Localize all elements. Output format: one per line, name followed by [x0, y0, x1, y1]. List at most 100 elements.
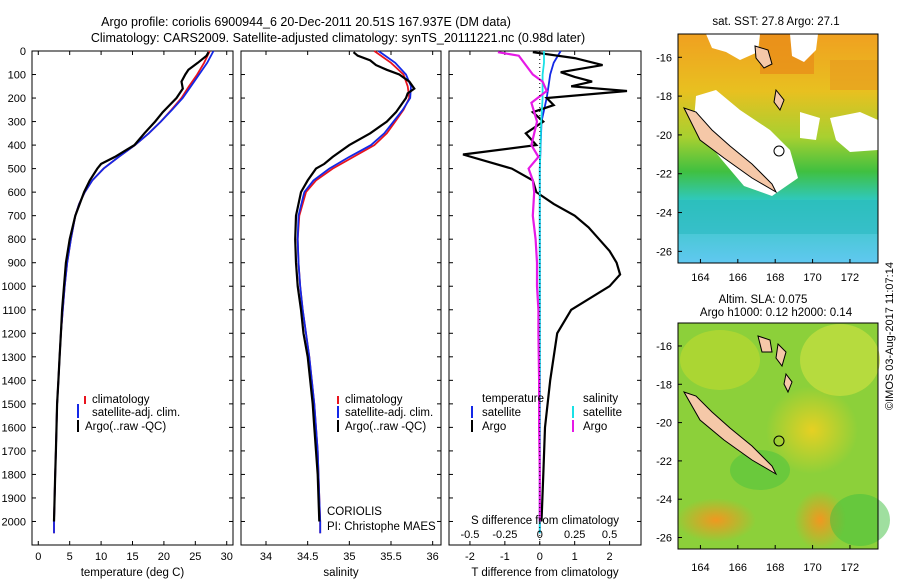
x-tick-label: 20 — [158, 551, 170, 563]
sla-map — [676, 322, 890, 550]
x-tick-label: 10 — [95, 551, 107, 563]
salinity-legend: climatology satellite-adj. clim. Argo(..… — [337, 394, 433, 433]
header-line-1: Argo profile: coriolis 6900944_6 20-Dec-… — [101, 15, 511, 29]
difference-profile-panel: -2 -1 0 1 2 T difference from climatology -0.5… — [448, 50, 642, 579]
x-tick-label: 0 — [35, 551, 41, 563]
x-tick-label: 15 — [126, 551, 138, 563]
map-x-tick-label: 168 — [766, 272, 784, 284]
x-tick-label: -2 — [465, 551, 475, 563]
y-tick-label: 1700 — [2, 446, 26, 458]
map-y-tick-label: -22 — [656, 456, 672, 468]
y-tick-label: 1200 — [2, 328, 26, 340]
y-tick-label: 600 — [8, 187, 26, 199]
legend-climatology: climatology — [345, 394, 403, 406]
x-tick-label: -1 — [500, 551, 510, 563]
y-tick-label: 300 — [8, 117, 26, 129]
y-tick-label: 1100 — [2, 305, 26, 317]
map-y-tick-label: -16 — [656, 52, 672, 64]
sla-map-subtitle: Argo h1000: 0.12 h2000: 0.14 — [700, 307, 853, 319]
legend-header-salinity: salinity — [583, 393, 618, 405]
map-x-tick-label: 172 — [841, 272, 859, 284]
sla-map-title: Altim. SLA: 0.075 — [719, 294, 808, 306]
series-line-argo-raw-qc- — [52, 51, 210, 522]
difference-legend: temperature salinity satellite Argo sate… — [471, 393, 622, 433]
map-y-tick-label: -20 — [656, 130, 672, 142]
header-line-2: Climatology: CARS2009. Satellite-adjuste… — [91, 31, 585, 45]
y-tick-label: 1000 — [2, 281, 26, 293]
map-x-tick-label: 170 — [803, 272, 821, 284]
sst-map — [677, 33, 879, 264]
series-line-satellite-adj-clim- — [296, 50, 412, 534]
legend-satellite-adj: satellite-adj. clim. — [92, 407, 180, 419]
s-tick-label: -0.25 — [492, 529, 517, 541]
new-caledonia-island — [683, 107, 778, 194]
argo-location-marker — [773, 145, 785, 157]
x-axis-label: T difference from climatology — [471, 567, 618, 579]
x-tick-label: 0 — [537, 551, 543, 563]
x-tick-label: 2 — [607, 551, 613, 563]
map-y-tick-label: -18 — [656, 91, 672, 103]
y-tick-label: 2000 — [2, 516, 26, 528]
y-tick-label: 1600 — [2, 422, 26, 434]
x-tick-label: 34 — [260, 551, 272, 563]
map-y-tick-label: -26 — [656, 533, 672, 545]
map-y-tick-label: -24 — [656, 208, 672, 220]
x-axis-label-secondary: S difference from climatology — [471, 515, 619, 527]
map-y-tick-label: -24 — [656, 494, 672, 506]
legend-argo: Argo(..raw -QC) — [85, 421, 166, 433]
temperature-legend: climatology satellite-adj. clim. Argo(..… — [77, 394, 180, 433]
x-tick-label: 35 — [343, 551, 355, 563]
y-tick-label: 400 — [8, 140, 26, 152]
legend-t-argo: Argo — [482, 421, 506, 433]
legend-s-satellite: satellite — [583, 407, 622, 419]
legend-argo: Argo(..raw -QC) — [345, 421, 426, 433]
temperature-profile-panel: 0100200300400500600700800900100011001200… — [2, 46, 234, 579]
legend-header-temperature: temperature — [482, 393, 544, 405]
x-tick-label: 5 — [67, 551, 73, 563]
plot-frame — [448, 50, 642, 546]
salinity-profile-panel: 34 34.5 35 35.5 36 salinity — [240, 50, 442, 579]
map-x-tick-label: 166 — [729, 272, 747, 284]
legend-climatology: climatology — [92, 394, 150, 406]
argo-location-marker — [773, 435, 785, 447]
sst-cloud-mask — [694, 34, 878, 196]
map-x-tick-label: 166 — [729, 562, 747, 574]
y-tick-label: 1500 — [2, 399, 26, 411]
map-y-tick-label: -16 — [656, 341, 672, 353]
y-tick-label: 1900 — [2, 493, 26, 505]
map-axes: 164 166 168 170 172 -16 -18 -20 -22 -24 -26 164 166 1… — [656, 52, 859, 574]
y-tick-label: 0 — [20, 46, 26, 58]
x-tick-label: 1 — [572, 551, 578, 563]
plot-frame — [240, 50, 442, 546]
y-tick-label: 200 — [8, 93, 26, 105]
sst-map-title: sat. SST: 27.8 Argo: 27.1 — [712, 16, 839, 28]
map-x-tick-label: 164 — [691, 272, 709, 284]
x-tick-label: 25 — [189, 551, 201, 563]
s-tick-label: 0 — [537, 529, 543, 541]
x-tick-label: 35.5 — [380, 551, 401, 563]
legend-s-argo: Argo — [583, 421, 607, 433]
x-tick-label: 30 — [221, 551, 233, 563]
x-tick-label: 34.5 — [297, 551, 318, 563]
s-tick-label: -0.5 — [460, 529, 479, 541]
timestamp-text: ©IMOS 03-Aug-2017 11:07:14 — [884, 262, 896, 410]
x-tick-label: 36 — [427, 551, 439, 563]
legend-t-satellite: satellite — [482, 407, 521, 419]
map-x-tick-label: 168 — [766, 562, 784, 574]
legend-satellite-adj: satellite-adj. clim. — [345, 407, 433, 419]
pi-label: PI: Christophe MAES — [327, 521, 436, 533]
y-tick-label: 1300 — [2, 352, 26, 364]
map-y-tick-label: -22 — [656, 169, 672, 181]
map-x-tick-label: 172 — [841, 562, 859, 574]
map-y-tick-label: -20 — [656, 418, 672, 430]
y-tick-label: 900 — [8, 258, 26, 270]
y-tick-label: 700 — [8, 211, 26, 223]
series-line-argo — [462, 51, 628, 522]
s-tick-label: 0.25 — [564, 529, 585, 541]
map-x-tick-label: 164 — [691, 562, 709, 574]
institution-label: CORIOLIS — [327, 506, 382, 518]
y-tick-label: 1400 — [2, 375, 26, 387]
y-tick-label: 1800 — [2, 469, 26, 481]
map-x-tick-label: 170 — [803, 562, 821, 574]
